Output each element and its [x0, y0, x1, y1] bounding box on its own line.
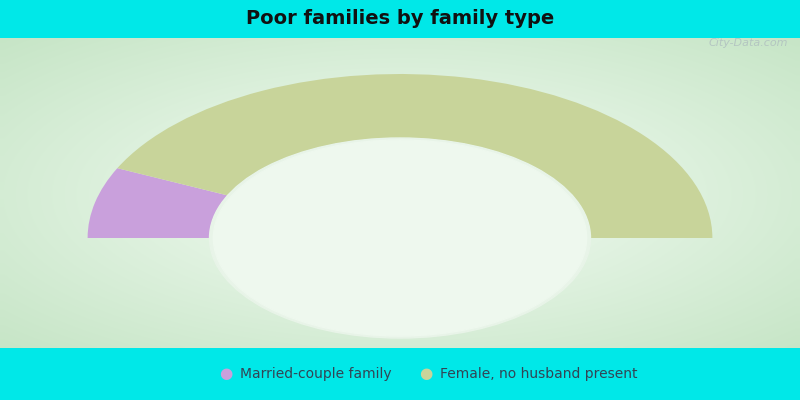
Text: City-Data.com: City-Data.com [709, 38, 788, 48]
Text: Married-couple family: Married-couple family [240, 367, 392, 381]
Wedge shape [118, 74, 712, 238]
Text: Poor families by family type: Poor families by family type [246, 8, 554, 28]
Text: ●: ● [419, 366, 432, 382]
Text: ●: ● [219, 366, 232, 382]
Circle shape [214, 140, 586, 336]
Wedge shape [88, 168, 228, 238]
Circle shape [210, 138, 590, 338]
Text: Female, no husband present: Female, no husband present [440, 367, 638, 381]
